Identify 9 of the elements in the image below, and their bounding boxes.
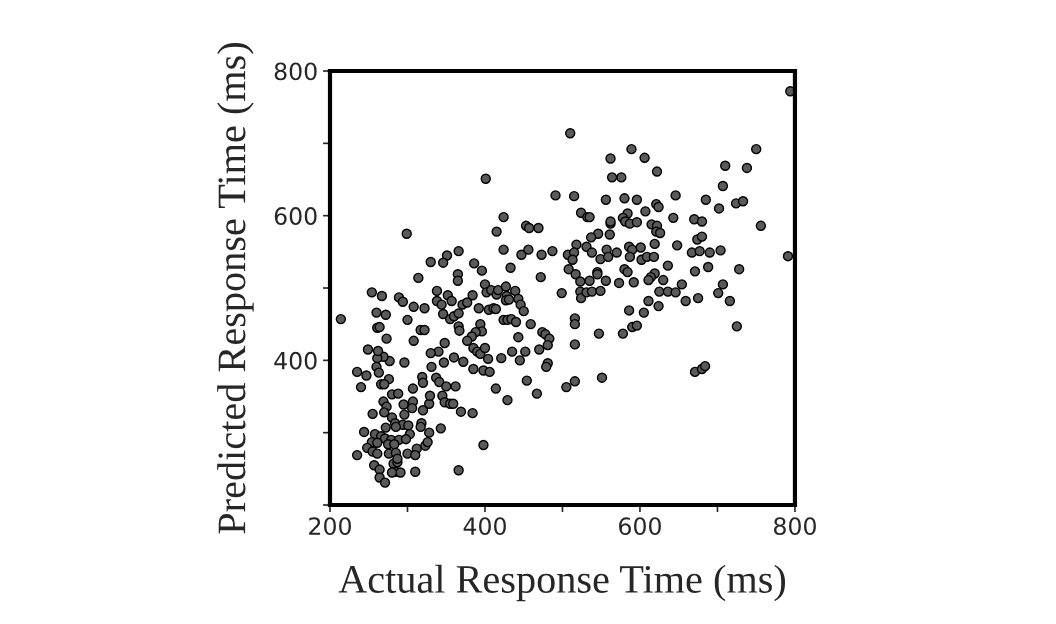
y-axis-title: Predicted Response Time (ms) (217, 43, 254, 534)
x-tick-label: 800 (774, 517, 816, 536)
x-tick-label: 200 (309, 517, 351, 536)
y-tick-label: 600 (274, 207, 317, 225)
x-tick-label: 400 (463, 517, 506, 536)
y-tick-label: 400 (274, 351, 317, 370)
x-tick-label: 600 (619, 517, 661, 536)
y-tick-label: 800 (274, 62, 317, 81)
x-axis-title: Actual Response Time (ms) (338, 564, 786, 602)
